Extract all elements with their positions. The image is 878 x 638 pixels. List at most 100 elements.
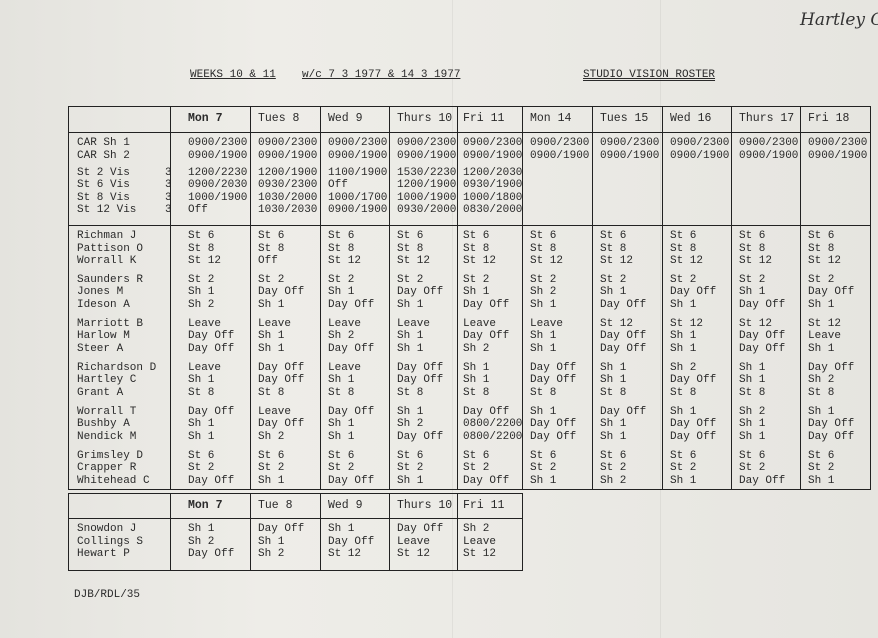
- shift-cell: 1530/2230 1200/1900 1000/1900 0930/2000: [389, 162, 458, 226]
- shift-entry: Day Off: [530, 361, 577, 374]
- shift-entry: 1000/1900: [188, 191, 248, 204]
- shift-cell: [662, 162, 732, 226]
- shift-entry: 0900/1900: [670, 149, 730, 162]
- shift-entry: St 6: [463, 230, 490, 242]
- shift-cell: Sh 1 Sh 2 Day Off: [389, 401, 458, 446]
- shift-entry: St 2: [328, 462, 355, 475]
- staff-group-row: CAR Sh 1 CAR Sh 2 0900/2300 0900/1900 0900/2…: [68, 132, 871, 163]
- staff-group-row: Richman J Pattison O Worrall K St 6 St 8 St 1…: [68, 225, 871, 270]
- shift-entry: Day Off: [739, 298, 786, 311]
- shift-entry: 0830/2000: [463, 204, 523, 217]
- shift-cell: Leave Day Off Sh 2: [457, 313, 523, 358]
- shift-entry: St 12: [739, 317, 773, 330]
- shift-cell: [592, 162, 663, 226]
- shift-entry: Sh 1: [328, 286, 355, 299]
- shift-cell: Sh 1 Sh 2 Day Off: [170, 518, 251, 571]
- shift-entry: St 2: [530, 273, 557, 286]
- shift-entry: 0900/2300: [600, 137, 660, 149]
- column-header: Thurs 10: [389, 106, 458, 133]
- shift-entry: Sh 1: [328, 523, 355, 535]
- shift-cell: 1200/1900 0930/2300 1030/2000 1030/2030: [250, 162, 321, 226]
- weekly-hours: 36: [165, 167, 170, 180]
- staff-name: Harlow M: [77, 330, 130, 343]
- shift-entry: St 6: [670, 449, 697, 462]
- shift-entry: Sh 1: [670, 330, 697, 343]
- shift-entry: 1200/2230: [188, 166, 248, 179]
- shift-cell: St 6 St 2 Sh 2: [592, 445, 663, 490]
- shift-entry: St 2: [188, 273, 215, 286]
- shift-entry: Sh 1: [739, 286, 766, 299]
- shift-cell: St 12 Day Off Day Off: [731, 313, 801, 358]
- shift-entry: 0900/1900: [188, 149, 248, 162]
- staff-name: CAR Sh 2: [77, 149, 130, 162]
- shift-entry: Off: [188, 204, 208, 217]
- staff-name: Bushby A: [77, 418, 130, 431]
- shift-entry: St 8: [463, 242, 490, 255]
- shift-cell: Sh 1 Day Off St 12: [320, 518, 390, 571]
- staff-group-row: Grimsley D Crapper R Whitehead C St 6 St 2 Da…: [68, 445, 871, 490]
- shift-cell: St 12 Day Off Day Off: [592, 313, 663, 358]
- shift-cell: St 6 St 2 Sh 1: [800, 445, 871, 490]
- shift-entry: Sh 1: [670, 342, 697, 355]
- shift-cell: St 6 St 2 Sh 1: [250, 445, 321, 490]
- shift-entry: Sh 2: [397, 418, 424, 431]
- shift-entry: St 6: [188, 449, 215, 462]
- shift-cell: 0900/2300 0900/1900: [457, 132, 523, 163]
- shift-entry: Leave: [188, 361, 222, 374]
- shift-entry: 0900/2300: [739, 137, 799, 149]
- shift-entry: Day Off: [739, 342, 786, 355]
- shift-cell: Day Off Day Off St 8: [389, 357, 458, 402]
- shift-entry: Sh 1: [670, 474, 697, 487]
- shift-cell: Day Off Leave St 12: [389, 518, 458, 571]
- shift-entry: St 8: [463, 386, 490, 399]
- staff-name: Steer A: [77, 342, 124, 355]
- shift-cell: Leave Day Off Sh 2: [250, 401, 321, 446]
- shift-entry: Day Off: [670, 430, 717, 443]
- shift-entry: 1200/1900: [258, 166, 318, 179]
- shift-entry: St 8: [188, 242, 215, 255]
- shift-entry: Sh 1: [463, 361, 490, 374]
- shift-entry: 1200/2030: [463, 166, 523, 179]
- shift-entry: Sh 1: [258, 298, 285, 311]
- shift-entry: Day Off: [188, 330, 235, 343]
- shift-entry: Off: [258, 255, 278, 268]
- header-row: Mon 7 Tue 8 Wed 9 Thurs 10 Fri 11: [68, 493, 523, 519]
- staff-group-row: Snowdon J Collings S Hewart P Sh 1 Sh 2 Day O…: [68, 518, 523, 571]
- staff-name: Jones M: [77, 286, 124, 299]
- shift-entry: St 6: [397, 449, 424, 462]
- shift-entry: Sh 1: [600, 430, 627, 443]
- shift-entry: 1530/2230: [397, 166, 457, 179]
- shift-entry: Sh 1: [600, 418, 627, 431]
- shift-entry: Sh 1: [463, 286, 490, 299]
- shift-entry: St 2: [258, 462, 285, 475]
- shift-cell: St 6 St 2 Sh 1: [522, 445, 593, 490]
- shift-entry: 0900/1900: [397, 149, 457, 162]
- shift-entry: Day Off: [463, 298, 510, 311]
- shift-cell: St 6 St 2 Sh 1: [389, 445, 458, 490]
- shift-entry: St 12: [670, 255, 704, 268]
- shift-entry: Day Off: [670, 286, 717, 299]
- shift-entry: Sh 2: [600, 474, 627, 487]
- shift-entry: Sh 1: [808, 405, 835, 418]
- shift-entry: 1030/2000: [258, 191, 318, 204]
- name-cell: Grimsley D Crapper R Whitehead C: [68, 445, 171, 490]
- shift-entry: 0900/2300: [530, 137, 590, 149]
- shift-cell: Day Off Sh 1 Sh 1: [170, 401, 251, 446]
- shift-entry: St 2: [530, 462, 557, 475]
- shift-cell: Sh 1 Day Off Day Off: [522, 401, 593, 446]
- shift-entry: 0900/2300: [670, 137, 730, 149]
- shift-entry: 0930/1900: [463, 179, 523, 192]
- shift-entry: Sh 1: [600, 286, 627, 299]
- shift-entry: Leave: [328, 361, 362, 374]
- shift-entry: St 12: [808, 255, 842, 268]
- shift-entry: St 12: [739, 255, 773, 268]
- staff-group-row: St 2 Vis36St 6 Vis37½St 8 Vis37½St 12 Vi…: [68, 162, 871, 226]
- shift-cell: Leave Sh 2 Day Off: [320, 313, 390, 358]
- shift-entry: St 2: [188, 462, 215, 475]
- shift-entry: St 8: [600, 242, 627, 255]
- shift-entry: St 6: [670, 230, 697, 242]
- name-cell: Snowdon J Collings S Hewart P: [68, 518, 171, 571]
- shift-entry: Day Off: [670, 418, 717, 431]
- staff-name: Nendick M: [77, 430, 137, 443]
- shift-entry: Day Off: [328, 535, 375, 548]
